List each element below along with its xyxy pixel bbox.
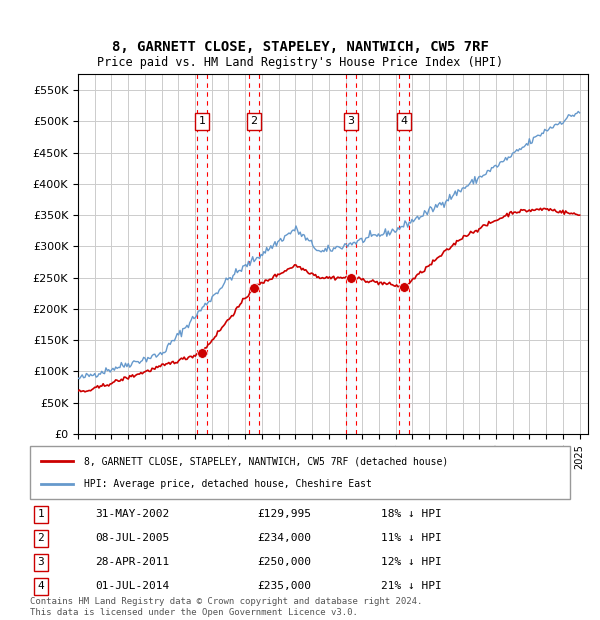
Text: 01-JUL-2014: 01-JUL-2014 [95, 582, 169, 591]
Text: 1: 1 [37, 509, 44, 519]
Bar [249, 74, 259, 434]
Text: HPI: Average price, detached house, Cheshire East: HPI: Average price, detached house, Ches… [84, 479, 372, 489]
Text: 28-APR-2011: 28-APR-2011 [95, 557, 169, 567]
Text: £250,000: £250,000 [257, 557, 311, 567]
Text: £129,995: £129,995 [257, 509, 311, 519]
Text: 8, GARNETT CLOSE, STAPELEY, NANTWICH, CW5 7RF: 8, GARNETT CLOSE, STAPELEY, NANTWICH, CW… [112, 40, 488, 55]
Text: 31-MAY-2002: 31-MAY-2002 [95, 509, 169, 519]
Text: 11% ↓ HPI: 11% ↓ HPI [381, 533, 442, 543]
Text: 21% ↓ HPI: 21% ↓ HPI [381, 582, 442, 591]
Text: 4: 4 [401, 117, 407, 126]
Text: £234,000: £234,000 [257, 533, 311, 543]
Text: 3: 3 [37, 557, 44, 567]
Bar [197, 74, 207, 434]
Text: 2: 2 [250, 117, 257, 126]
Text: 12% ↓ HPI: 12% ↓ HPI [381, 557, 442, 567]
FancyBboxPatch shape [30, 446, 570, 499]
Text: Contains HM Land Registry data © Crown copyright and database right 2024.
This d: Contains HM Land Registry data © Crown c… [30, 598, 422, 617]
Text: 4: 4 [37, 582, 44, 591]
Text: 08-JUL-2005: 08-JUL-2005 [95, 533, 169, 543]
Text: 8, GARNETT CLOSE, STAPELEY, NANTWICH, CW5 7RF (detached house): 8, GARNETT CLOSE, STAPELEY, NANTWICH, CW… [84, 456, 448, 466]
Bar [399, 74, 409, 434]
Text: 18% ↓ HPI: 18% ↓ HPI [381, 509, 442, 519]
Text: 1: 1 [199, 117, 205, 126]
Text: £235,000: £235,000 [257, 582, 311, 591]
Text: 2: 2 [37, 533, 44, 543]
Bar [346, 74, 356, 434]
Text: Price paid vs. HM Land Registry's House Price Index (HPI): Price paid vs. HM Land Registry's House … [97, 56, 503, 69]
Text: 3: 3 [347, 117, 355, 126]
